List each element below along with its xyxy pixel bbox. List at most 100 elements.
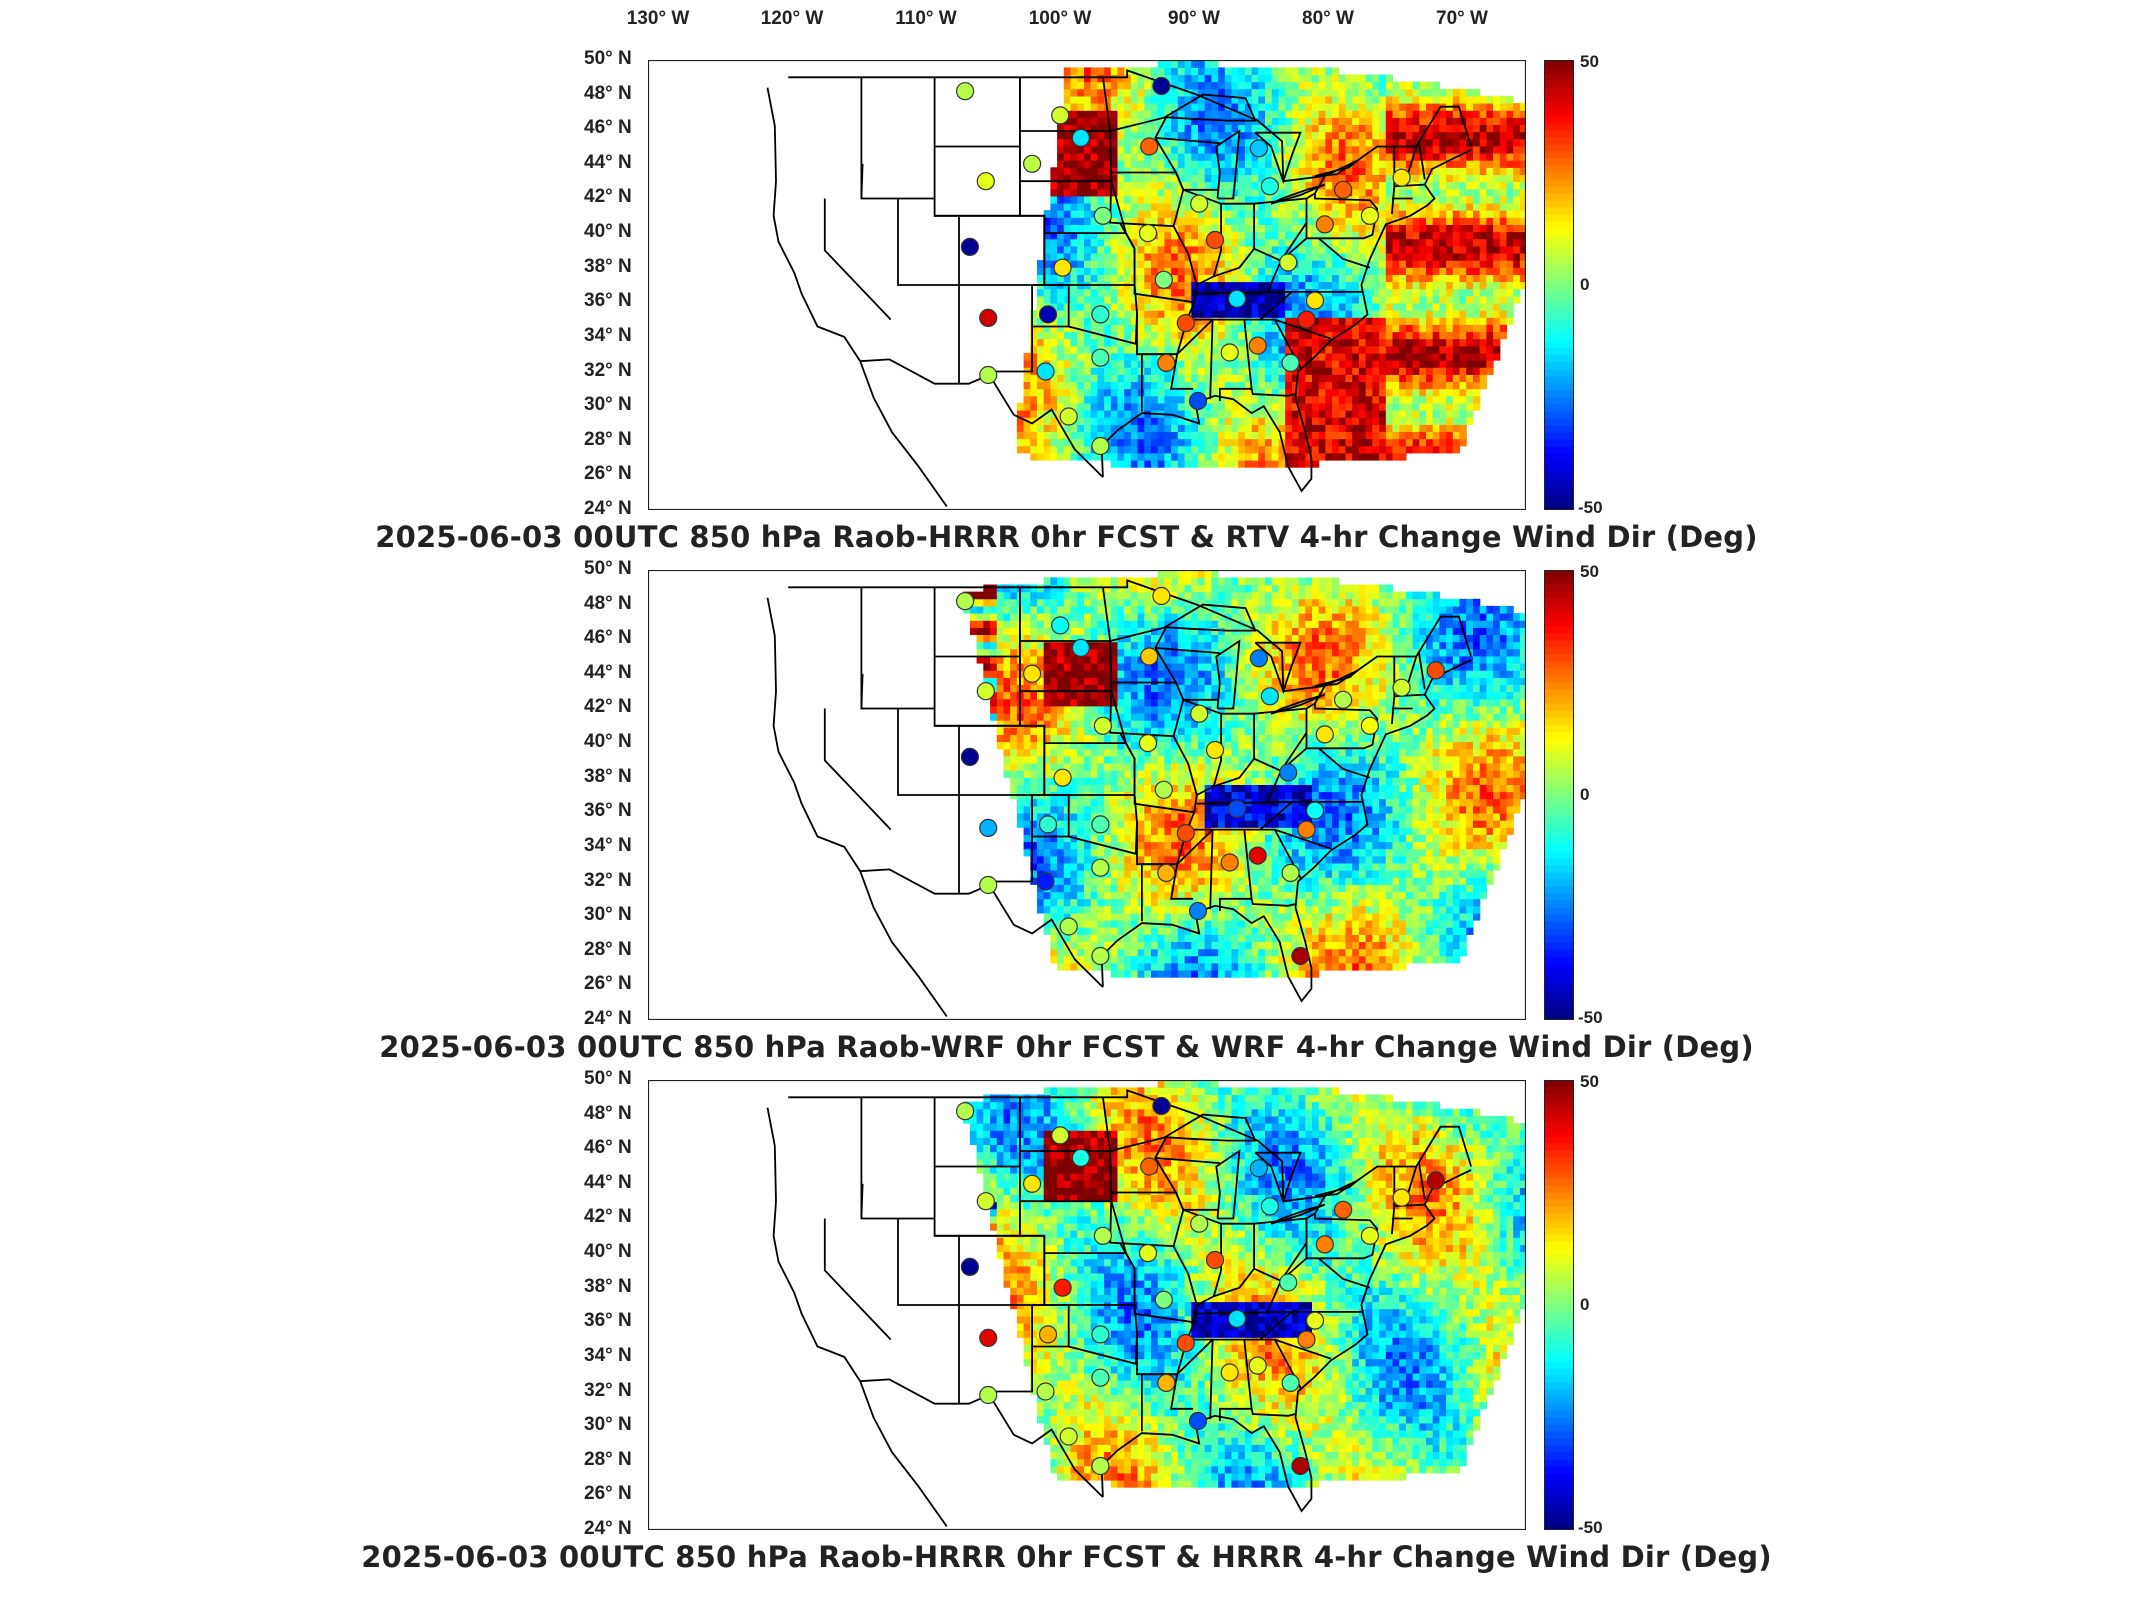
field-cell (1016, 805, 1025, 814)
field-cell (1117, 848, 1125, 857)
field-cell (1124, 224, 1132, 233)
field-cell (1224, 174, 1233, 183)
field-cell (1224, 452, 1233, 461)
field-cell (1358, 345, 1367, 354)
field-cell (1070, 670, 1078, 678)
field-cell (1063, 295, 1072, 304)
field-cell (1352, 103, 1360, 111)
field-cell (1144, 295, 1152, 304)
field-cell (1278, 217, 1286, 225)
field-cell (1057, 713, 1065, 721)
field-cell (1151, 288, 1159, 297)
field-cell (1016, 402, 1025, 411)
field-cell (1439, 181, 1447, 190)
field-cell (1171, 452, 1179, 461)
field-cell (1057, 891, 1065, 900)
field-cell (1037, 891, 1045, 900)
field-cell (1379, 203, 1387, 211)
field-cell (1050, 331, 1058, 340)
field-cell (1030, 877, 1038, 885)
field-cell (1419, 417, 1427, 425)
field-cell (1077, 174, 1085, 183)
field-cell (1184, 210, 1192, 218)
field-cell (1426, 217, 1434, 225)
field-cell (1084, 395, 1092, 404)
field-cell (1164, 88, 1172, 97)
field-cell (1251, 67, 1259, 76)
field-cell (976, 591, 984, 600)
field-cell (1312, 274, 1320, 283)
field-cell (1265, 124, 1273, 133)
field-cell (1211, 281, 1219, 290)
field-cell (1278, 367, 1286, 375)
field-cell (1452, 117, 1461, 125)
field-cell (1479, 281, 1487, 290)
colorbar-step (1544, 102, 1574, 110)
field-cell (1010, 698, 1018, 707)
field-cell (1077, 402, 1085, 411)
field-cell (1057, 160, 1065, 168)
field-cell (1365, 402, 1373, 411)
field-cell (1077, 153, 1085, 161)
field-cell (1057, 324, 1065, 333)
field-cell (1063, 195, 1072, 204)
field-cell (1446, 367, 1454, 375)
field-cell (1385, 245, 1394, 254)
field-cell (1466, 203, 1474, 211)
field-cell (1016, 727, 1025, 735)
field-cell (1191, 117, 1199, 125)
field-cell (1426, 352, 1434, 361)
field-cell (1211, 74, 1219, 83)
field-cell (1271, 431, 1279, 440)
field-cell (1177, 153, 1186, 161)
field-cell (1117, 445, 1125, 454)
field-cell (1050, 677, 1058, 685)
field-cell (1426, 110, 1434, 118)
field-cell (1318, 74, 1326, 83)
field-cell (1519, 167, 1526, 175)
field-cell (1432, 238, 1440, 247)
field-cell (1459, 431, 1467, 440)
field-cell (1473, 374, 1481, 383)
state-border (1141, 353, 1194, 390)
field-cell (1097, 367, 1105, 375)
field-cell (1452, 124, 1461, 133)
field-cell (983, 605, 991, 614)
field-cell (1499, 124, 1508, 133)
field-cell (1077, 424, 1085, 432)
field-cell (1285, 388, 1293, 397)
field-cell (1318, 210, 1326, 218)
field-cell (1117, 684, 1125, 693)
field-cell (1352, 352, 1360, 361)
field-cell (1204, 188, 1212, 197)
field-cell (1211, 431, 1219, 440)
field-cell (1144, 303, 1152, 311)
field-cell (1499, 95, 1508, 104)
field-cell (1130, 395, 1139, 404)
field-cell (1271, 245, 1279, 254)
field-cell (1057, 167, 1065, 175)
field-cell (1090, 138, 1098, 147)
field-cell (1446, 260, 1454, 268)
field-cell (1050, 734, 1058, 743)
field-cell (1171, 181, 1179, 190)
field-cell (1218, 395, 1226, 404)
field-cell (1084, 238, 1092, 247)
field-cell (1211, 181, 1219, 190)
field-cell (1030, 424, 1038, 432)
field-cell (1057, 331, 1065, 340)
field-cell (1211, 131, 1219, 140)
field-cell (1251, 110, 1259, 118)
field-cell (1043, 613, 1051, 621)
field-cell (1144, 338, 1152, 347)
field-cell (1097, 962, 1105, 971)
field-cell (1003, 641, 1011, 650)
raob-station-marker (956, 82, 975, 101)
field-cell (1030, 367, 1038, 375)
field-cell (1003, 713, 1011, 721)
colorbar-step (1544, 228, 1574, 237)
field-cell (1399, 345, 1407, 354)
field-cell (1130, 438, 1139, 447)
field-cell (1298, 210, 1306, 218)
field-cell (1157, 231, 1165, 240)
